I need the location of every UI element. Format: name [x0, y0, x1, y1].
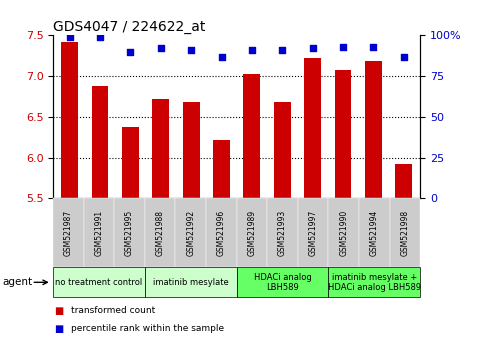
Bar: [395, 164, 412, 198]
Text: GSM521997: GSM521997: [309, 210, 318, 256]
Text: no treatment control: no treatment control: [56, 278, 142, 287]
Bar: [183, 102, 199, 198]
Text: imatinib mesylate +
HDACi analog LBH589: imatinib mesylate + HDACi analog LBH589: [328, 273, 421, 292]
Text: ■: ■: [54, 324, 63, 334]
Text: GSM521988: GSM521988: [156, 210, 165, 256]
Point: [369, 44, 377, 50]
Text: GDS4047 / 224622_at: GDS4047 / 224622_at: [53, 21, 205, 34]
Text: GSM521987: GSM521987: [64, 210, 73, 256]
Text: percentile rank within the sample: percentile rank within the sample: [71, 324, 225, 333]
Text: GSM521993: GSM521993: [278, 210, 287, 256]
Point: [339, 44, 347, 50]
Bar: [365, 62, 382, 198]
Point: [218, 54, 226, 59]
Bar: [92, 86, 109, 198]
Bar: [213, 141, 230, 198]
Text: GSM521994: GSM521994: [370, 210, 379, 256]
Text: GSM521990: GSM521990: [339, 210, 348, 256]
Text: transformed count: transformed count: [71, 306, 156, 315]
Text: GSM521991: GSM521991: [95, 210, 103, 256]
Text: agent: agent: [2, 277, 32, 287]
Bar: [304, 58, 321, 198]
Bar: [153, 99, 169, 198]
Point: [96, 34, 104, 40]
Text: GSM521996: GSM521996: [217, 210, 226, 256]
Text: GSM521995: GSM521995: [125, 210, 134, 256]
Point: [248, 47, 256, 53]
Point: [187, 47, 195, 53]
Point: [399, 54, 407, 59]
Bar: [122, 127, 139, 198]
Bar: [274, 102, 290, 198]
Text: GSM521998: GSM521998: [400, 210, 410, 256]
Bar: [61, 42, 78, 198]
Point: [66, 34, 74, 40]
Point: [157, 46, 165, 51]
Point: [278, 47, 286, 53]
Bar: [243, 74, 260, 198]
Point: [127, 49, 134, 55]
Bar: [335, 70, 351, 198]
Text: HDACi analog
LBH589: HDACi analog LBH589: [254, 273, 312, 292]
Text: GSM521992: GSM521992: [186, 210, 195, 256]
Point: [309, 46, 316, 51]
Text: imatinib mesylate: imatinib mesylate: [153, 278, 228, 287]
Text: GSM521989: GSM521989: [247, 210, 256, 256]
Text: ■: ■: [54, 306, 63, 316]
